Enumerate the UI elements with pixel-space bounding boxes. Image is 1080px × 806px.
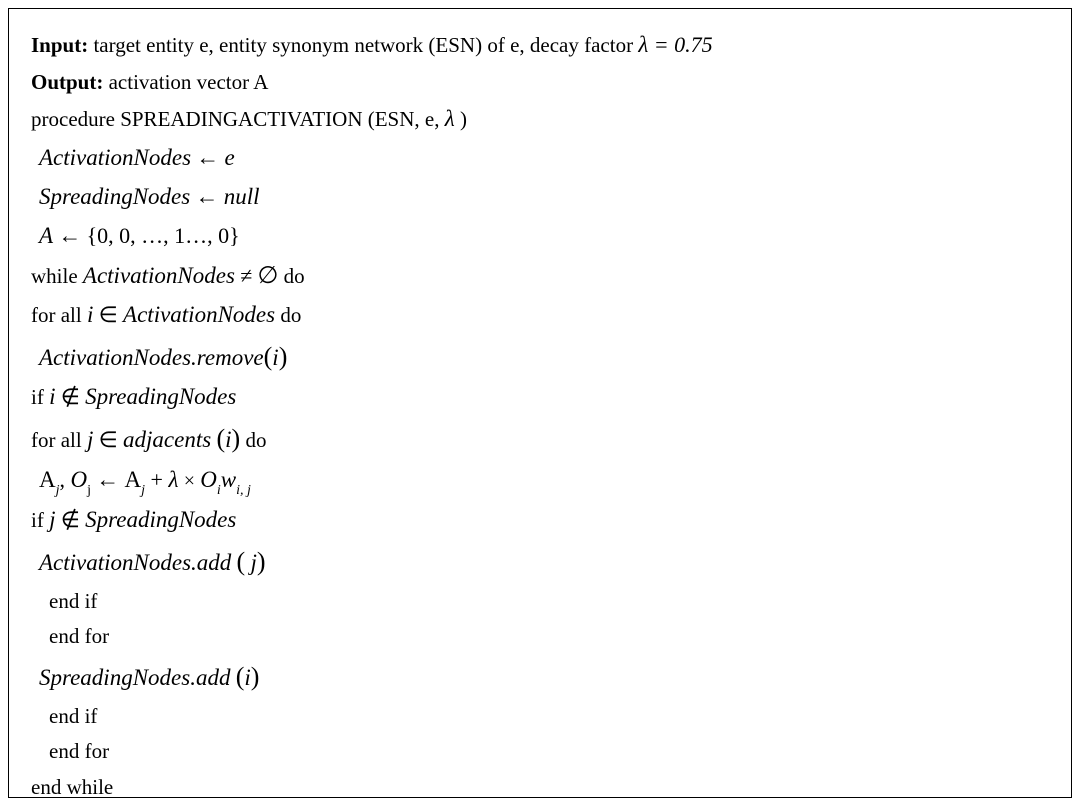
forall-kw-1: for all bbox=[31, 303, 87, 327]
endfor-1-line: end for bbox=[31, 620, 1049, 654]
paren-close-4: ) bbox=[251, 662, 260, 691]
lambda-2: λ bbox=[168, 467, 178, 492]
activation-add-line: ActivationNodes.add ( j) bbox=[31, 541, 1049, 583]
remove-line: ActivationNodes.remove(i) bbox=[31, 336, 1049, 378]
w-ij: w bbox=[221, 467, 236, 492]
times-1: × bbox=[184, 470, 195, 492]
spreading-nodes-1: SpreadingNodes bbox=[39, 184, 190, 209]
update-line: Aj, Oj ← Aj + λ × Oiwi, j bbox=[31, 462, 1049, 501]
o-j: O bbox=[71, 467, 88, 492]
j-var-2: j bbox=[49, 507, 55, 532]
procedure-text: procedure SPREADINGACTIVATION (ESN, e, bbox=[31, 107, 445, 131]
activation-remove: ActivationNodes bbox=[39, 345, 191, 370]
while-line: while ActivationNodes ≠ ∅ do bbox=[31, 257, 1049, 295]
i-var-3: i bbox=[49, 384, 55, 409]
activation-init-line: ActivationNodes ← e bbox=[31, 140, 1049, 177]
sub-j-1: j bbox=[56, 483, 60, 498]
lambda-val: = 0.75 bbox=[648, 32, 712, 57]
sub-i-1: i bbox=[217, 483, 221, 498]
endwhile-line: end while bbox=[31, 771, 1049, 805]
input-text: target entity e, entity synonym network … bbox=[88, 33, 638, 57]
plus-1: + bbox=[145, 467, 168, 492]
spreading-add-line: SpreadingNodes.add (i) bbox=[31, 656, 1049, 698]
emptyset-sym: ∅ bbox=[258, 263, 279, 289]
spreading-add: SpreadingNodes.add bbox=[39, 665, 230, 690]
arrow-4: ← bbox=[96, 467, 119, 492]
input-label: Input: bbox=[31, 33, 88, 57]
a-j-1: A bbox=[39, 467, 56, 492]
endfor-2: end for bbox=[49, 739, 109, 763]
in-sym-2: ∈ bbox=[99, 427, 118, 452]
remove-method: .remove bbox=[191, 345, 264, 370]
in-sym-1: ∈ bbox=[99, 302, 118, 327]
endfor-1: end for bbox=[49, 624, 109, 648]
procedure-line: procedure SPREADINGACTIVATION (ESN, e, λ… bbox=[31, 101, 1049, 138]
sub-j-3: j bbox=[141, 483, 145, 498]
algorithm-box: Input: target entity e, entity synonym n… bbox=[8, 8, 1072, 798]
forall-i-line: for all i ∈ ActivationNodes do bbox=[31, 297, 1049, 334]
input-line: Input: target entity e, entity synonym n… bbox=[31, 27, 1049, 64]
output-label: Output: bbox=[31, 70, 103, 94]
output-line: Output: activation vector A bbox=[31, 66, 1049, 100]
endif-2-line: end if bbox=[31, 700, 1049, 734]
activation-nodes-2: ActivationNodes bbox=[83, 263, 235, 288]
endif-1-line: end if bbox=[31, 585, 1049, 619]
paren-open-1: ( bbox=[264, 342, 273, 371]
if-kw-1: if bbox=[31, 385, 49, 409]
paren-close-3: ) bbox=[257, 547, 266, 576]
spreading-nodes-2: SpreadingNodes bbox=[85, 384, 236, 409]
paren-open-3: ( bbox=[237, 547, 246, 576]
adjacents-fn: adjacents bbox=[123, 427, 211, 452]
paren-open-2: ( bbox=[216, 424, 225, 453]
if-kw-2: if bbox=[31, 508, 49, 532]
activation-add: ActivationNodes.add bbox=[39, 550, 231, 575]
spreading-init-line: SpreadingNodes ← null bbox=[31, 179, 1049, 216]
lambda-eq: λ bbox=[638, 32, 648, 57]
endfor-2-line: end for bbox=[31, 735, 1049, 769]
null-val: null bbox=[224, 184, 260, 209]
sub-ij: i, j bbox=[236, 483, 251, 498]
o-i: O bbox=[200, 467, 217, 492]
procedure-lambda: λ bbox=[445, 106, 455, 131]
forall-j-line: for all j ∈ adjacents (i) do bbox=[31, 418, 1049, 460]
activation-nodes-1: ActivationNodes bbox=[39, 145, 191, 170]
if-i-line: if i ∉ SpreadingNodes bbox=[31, 379, 1049, 416]
endwhile: end while bbox=[31, 775, 113, 799]
spreading-nodes-3: SpreadingNodes bbox=[85, 507, 236, 532]
arrow-3: ← bbox=[58, 223, 81, 248]
neq-sym: ≠ bbox=[240, 263, 252, 288]
while-do: do bbox=[278, 264, 304, 288]
notin-sym-2: ∉ bbox=[61, 507, 80, 532]
paren-close-2: ) bbox=[232, 424, 241, 453]
a-init-line: A ← {0, 0, …, 1…, 0} bbox=[31, 218, 1049, 255]
do-1: do bbox=[275, 303, 301, 327]
a-var-1: A bbox=[39, 223, 53, 248]
arrow-2: ← bbox=[195, 184, 218, 209]
i-var-1: i bbox=[87, 302, 93, 327]
procedure-close: ) bbox=[455, 107, 467, 131]
endif-1: end if bbox=[49, 589, 97, 613]
arrow-1: ← bbox=[196, 145, 219, 170]
activation-nodes-3: ActivationNodes bbox=[123, 302, 275, 327]
j-var-1: j bbox=[87, 427, 93, 452]
a-j-2: A bbox=[125, 467, 142, 492]
e-var-1: e bbox=[225, 145, 235, 170]
do-2: do bbox=[240, 428, 266, 452]
paren-close-1: ) bbox=[279, 342, 288, 371]
forall-kw-2: for all bbox=[31, 428, 87, 452]
sub-j-2: j bbox=[87, 483, 91, 498]
a-init-set: {0, 0, …, 1…, 0} bbox=[87, 223, 240, 248]
while-kw: while bbox=[31, 264, 83, 288]
if-j-line: if j ∉ SpreadingNodes bbox=[31, 502, 1049, 539]
endif-2: end if bbox=[49, 704, 97, 728]
comma-1: , bbox=[60, 467, 71, 492]
notin-sym-1: ∉ bbox=[61, 384, 80, 409]
output-text: activation vector A bbox=[103, 70, 268, 94]
